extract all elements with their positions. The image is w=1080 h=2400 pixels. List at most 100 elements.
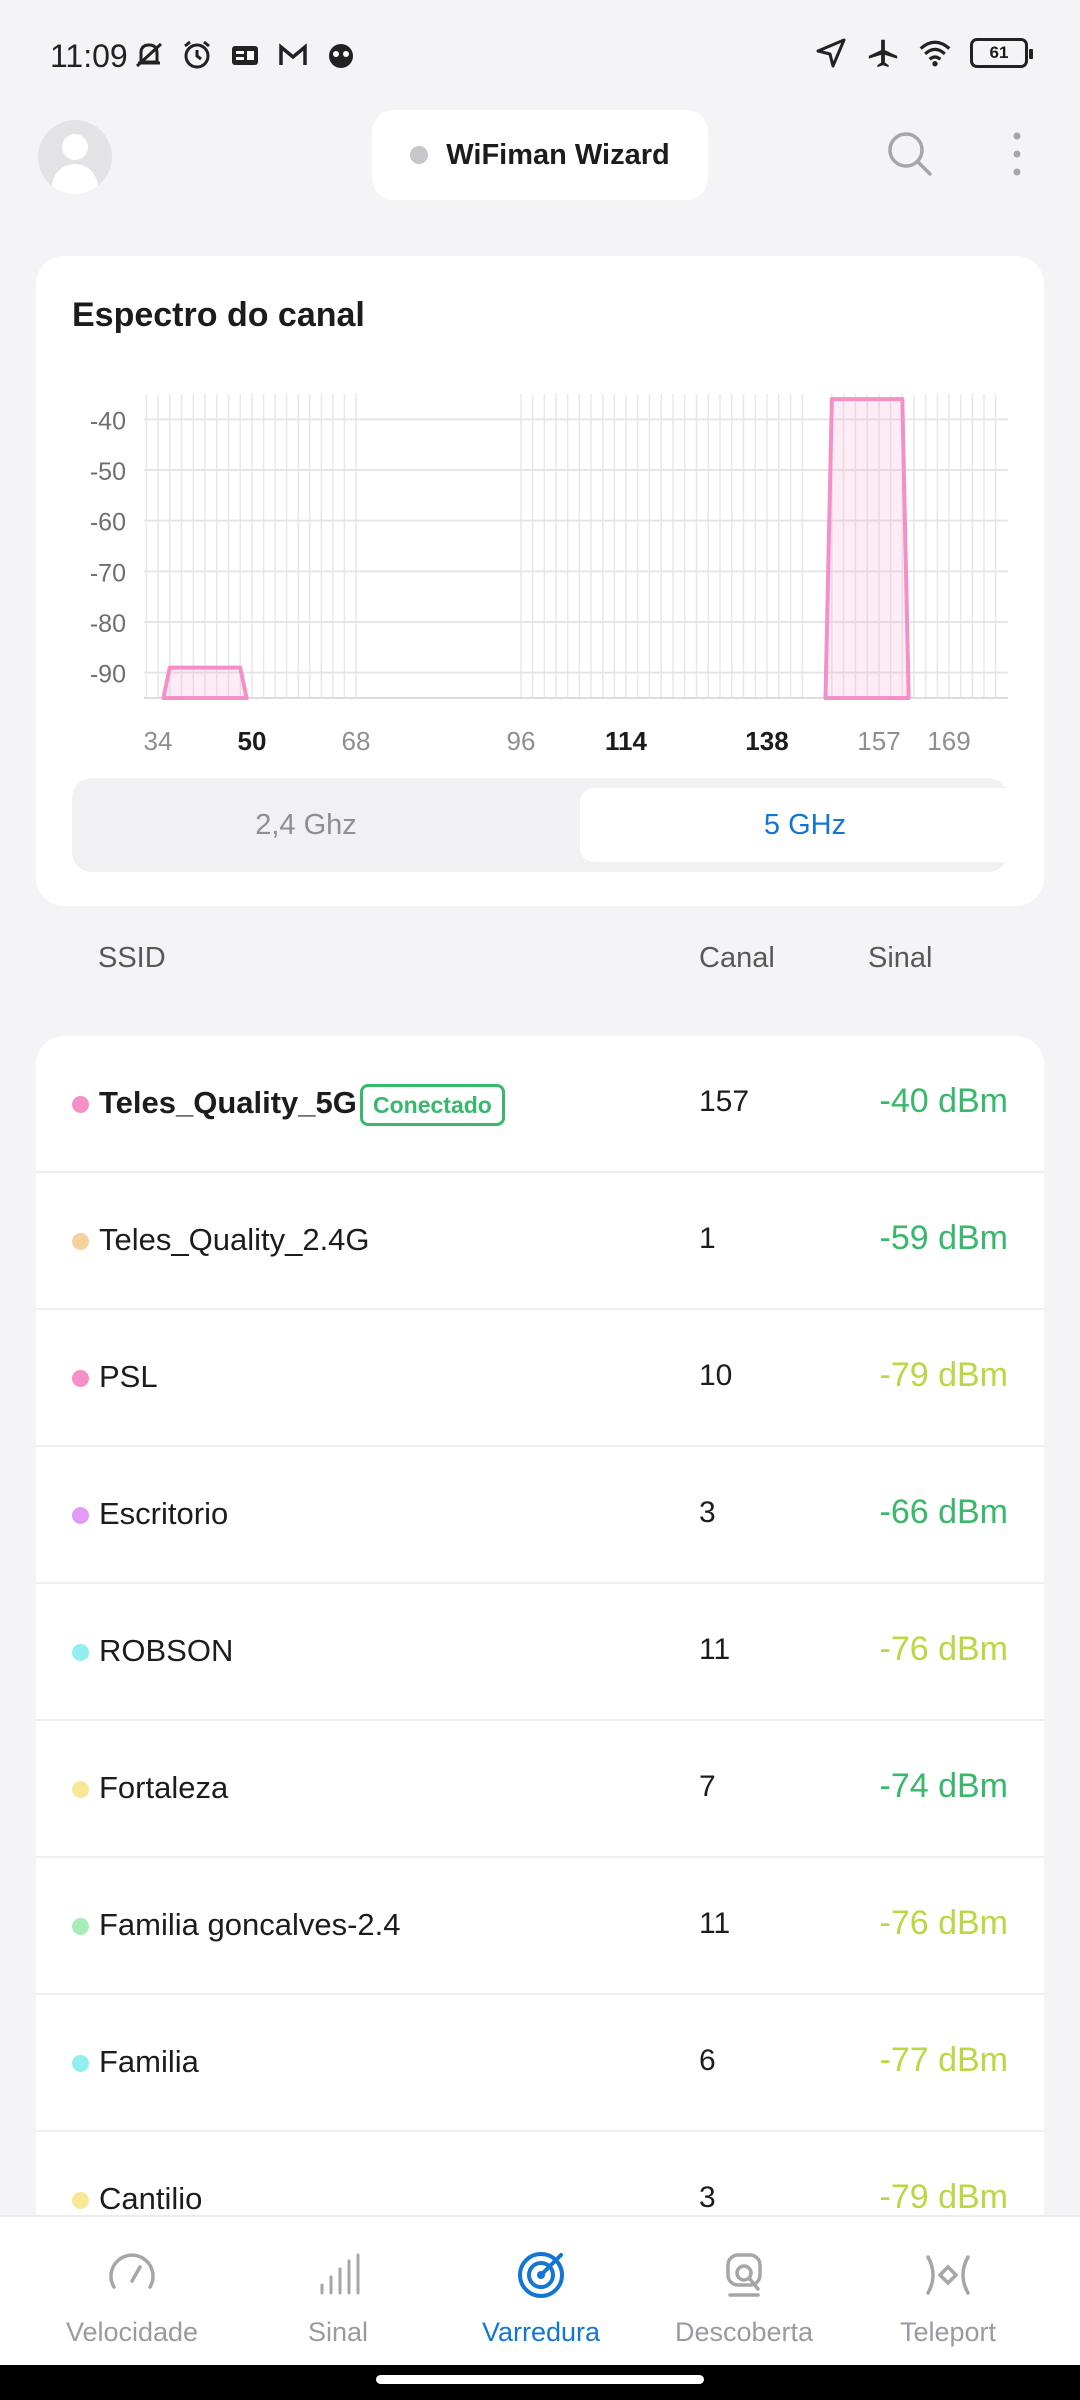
- network-channel: 3: [699, 2181, 716, 2214]
- network-signal: -76 dBm: [879, 1630, 1009, 1668]
- network-channel: 3: [699, 1496, 716, 1529]
- signal-bars-icon: [310, 2247, 366, 2303]
- bottom-navigation: Velocidade Sinal Varredura Descoberta Telepo…: [0, 2215, 1080, 2365]
- x-tick-label: 169: [927, 726, 970, 756]
- network-ssid: ROBSON: [99, 1633, 234, 1668]
- location-icon: [814, 36, 848, 70]
- network-row[interactable]: PSL 10 -79 dBm: [36, 1310, 1044, 1447]
- gmail-icon: [276, 38, 310, 72]
- network-row[interactable]: Teles_Quality_2.4G 1 -59 dBm: [36, 1173, 1044, 1310]
- y-tick-label: -60: [90, 509, 126, 537]
- connected-badge: Conectado: [360, 1084, 505, 1126]
- spectrum-trace-1: [161, 665, 249, 700]
- x-tick-label: 50: [238, 726, 267, 756]
- network-signal: -76 dBm: [879, 1904, 1009, 1942]
- spectrum-chart: -40 -50 -60 -70 -80 -90 34 50 68 96 114 138 157 169: [90, 394, 1008, 756]
- column-ssid[interactable]: SSID: [98, 942, 166, 974]
- network-color-dot: [72, 1781, 89, 1798]
- network-ssid: Familia goncalves-2.4: [99, 1907, 401, 1942]
- x-tick-label: 114: [605, 726, 647, 756]
- nav-sinal[interactable]: Sinal: [238, 2217, 438, 2367]
- network-channel: 10: [699, 1359, 733, 1392]
- network-signal: -66 dBm: [879, 1493, 1009, 1531]
- network-ssid: Cantilio: [99, 2181, 203, 2216]
- nav-varredura[interactable]: Varredura: [441, 2217, 641, 2367]
- network-row[interactable]: Familia 6 -77 dBm: [36, 1995, 1044, 2132]
- wifi-icon: [918, 36, 952, 70]
- network-ssid: Familia: [99, 2044, 199, 2079]
- band-toggle: 2,4 Ghz 5 GHz: [72, 778, 1030, 872]
- network-color-dot: [72, 1370, 89, 1387]
- network-color-dot: [72, 2192, 89, 2209]
- network-ssid: Teles_Quality_2.4G: [99, 1222, 370, 1257]
- network-color-dot: [72, 1233, 89, 1250]
- network-row[interactable]: Familia goncalves-2.4 11 -76 dBm: [36, 1858, 1044, 1995]
- y-tick-label: -50: [90, 458, 126, 486]
- more-vertical-icon[interactable]: [1000, 128, 1034, 180]
- network-channel: 11: [699, 1633, 731, 1666]
- wifiman-wizard-button[interactable]: WiFiman Wizard: [372, 110, 708, 200]
- network-color-dot: [72, 2055, 89, 2072]
- x-tick-label: 157: [857, 726, 900, 756]
- network-channel: 157: [699, 1085, 750, 1118]
- band-option-5ghz[interactable]: 5 GHz: [580, 788, 1030, 862]
- nav-teleport[interactable]: Teleport: [848, 2217, 1048, 2367]
- column-signal[interactable]: Sinal: [868, 942, 933, 974]
- wizard-label: WiFiman Wizard: [446, 138, 670, 171]
- mute-icon: [132, 38, 166, 72]
- nav-label: Velocidade: [65, 2317, 199, 2347]
- network-signal: -79 dBm: [879, 2178, 1009, 2216]
- network-channel: 11: [699, 1907, 731, 1940]
- nav-label: Teleport: [899, 2317, 997, 2347]
- system-icons: 61: [814, 36, 1033, 70]
- gesture-area: [0, 2365, 1080, 2400]
- airplane-icon: [866, 36, 900, 70]
- search-icon[interactable]: [884, 128, 936, 180]
- network-row[interactable]: ROBSON 11 -76 dBm: [36, 1584, 1044, 1721]
- network-signal: -74 dBm: [879, 1767, 1009, 1805]
- status-time: 11:09: [50, 38, 128, 74]
- network-ssid: Fortaleza: [99, 1770, 229, 1805]
- network-list: Teles_Quality_5G Conectado 157 -40 dBm Teles…: [36, 1036, 1044, 2216]
- notification-icons: [132, 38, 358, 72]
- alarm-icon: [180, 38, 214, 72]
- x-tick-label: 138: [745, 726, 788, 756]
- network-channel: 1: [699, 1222, 716, 1255]
- band-option-2-4ghz[interactable]: 2,4 Ghz: [255, 808, 357, 841]
- x-tick-label: 68: [342, 726, 371, 756]
- nav-descoberta[interactable]: Descoberta: [644, 2217, 844, 2367]
- network-color-dot: [72, 1096, 89, 1113]
- y-tick-label: -80: [90, 610, 126, 638]
- home-gesture-bar[interactable]: [376, 2375, 704, 2384]
- network-signal: -79 dBm: [879, 1356, 1009, 1394]
- battery-icon: 61: [970, 38, 1033, 68]
- network-signal: -59 dBm: [879, 1219, 1009, 1257]
- network-color-dot: [72, 1918, 89, 1935]
- wizard-status-dot: [410, 146, 429, 164]
- battery-level: 61: [989, 43, 1009, 62]
- avatar[interactable]: [38, 120, 112, 194]
- x-tick-label: 96: [507, 726, 536, 756]
- y-tick-label: -70: [90, 559, 126, 587]
- radar-scan-icon: [513, 2247, 569, 2303]
- nav-label: Varredura: [481, 2317, 601, 2347]
- speedometer-icon: [104, 2247, 160, 2303]
- network-signal: -77 dBm: [879, 2041, 1009, 2079]
- id-card-icon: [228, 38, 262, 72]
- network-channel: 6: [699, 2044, 716, 2077]
- network-row[interactable]: Teles_Quality_5G Conectado 157 -40 dBm: [36, 1036, 1044, 1173]
- network-color-dot: [72, 1644, 89, 1661]
- network-row[interactable]: Escritorio 3 -66 dBm: [36, 1447, 1044, 1584]
- spectrum-title: Espectro do canal: [72, 296, 365, 334]
- network-row[interactable]: Cantilio 3 -79 dBm: [36, 2132, 1044, 2216]
- nav-velocidade[interactable]: Velocidade: [32, 2217, 232, 2367]
- network-row[interactable]: Fortaleza 7 -74 dBm: [36, 1721, 1044, 1858]
- column-channel[interactable]: Canal: [699, 942, 775, 974]
- y-tick-label: -40: [90, 407, 126, 435]
- nav-label: Descoberta: [674, 2317, 814, 2347]
- network-ssid: Escritorio: [99, 1496, 229, 1531]
- network-ssid: PSL: [99, 1359, 158, 1394]
- app-icon: [324, 38, 358, 72]
- spectrum-trace-2: [823, 397, 911, 700]
- channel-spectrum-card: Espectro do canal -40 -50 -60 -70 -80 -90 34 50…: [36, 256, 1044, 906]
